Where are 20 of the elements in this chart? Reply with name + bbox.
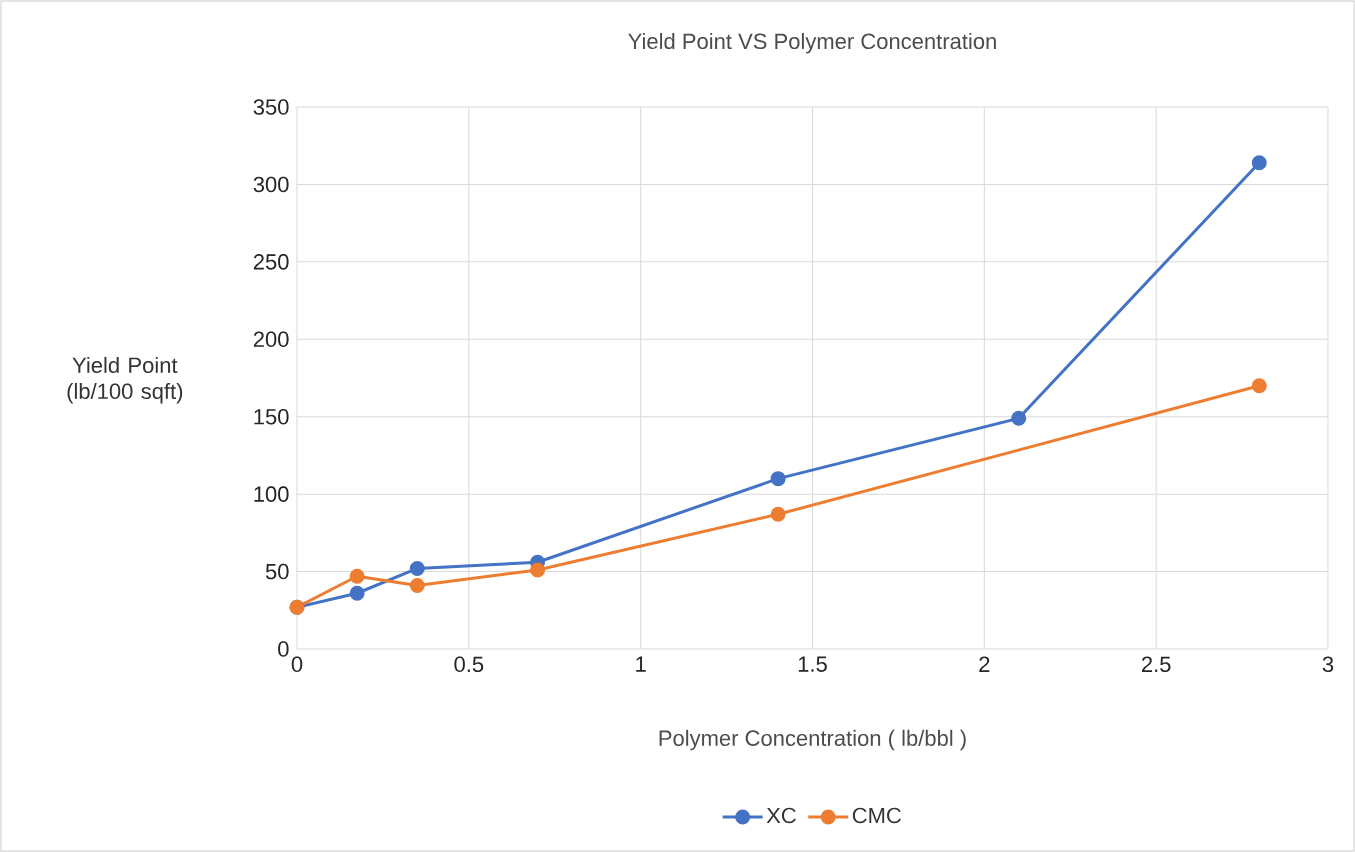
- legend-label: CMC: [852, 807, 901, 824]
- y-tick-label: 100: [254, 486, 289, 502]
- x-tick-label: 1: [636, 656, 646, 672]
- y-tick-label: 300: [253, 176, 289, 193]
- x-tick-label: 3: [1322, 656, 1334, 673]
- y-tick-label: 150: [254, 408, 289, 425]
- y-axis-title: Yield Point (lb/100 sqft): [67, 356, 183, 404]
- x-tick-label: 2: [979, 656, 990, 672]
- y-tick-label: 350: [253, 99, 289, 115]
- x-tick-label: 0.5: [454, 656, 484, 673]
- y-tick-label: 250: [253, 254, 289, 270]
- y-tick-label: 50: [265, 563, 289, 580]
- x-axis-title: Polymer Concentration ( lb/bbl ): [659, 729, 966, 751]
- y-tick-label: 0: [278, 641, 289, 657]
- chart-title: Yield Point VS Polymer Concentration: [628, 32, 996, 54]
- y-tick-label: 200: [253, 331, 289, 348]
- x-tick-label: 2.5: [1141, 656, 1171, 673]
- legend-label: XC: [766, 807, 796, 824]
- x-tick-label: 0: [291, 656, 303, 673]
- x-tick-label: 1.5: [798, 656, 827, 672]
